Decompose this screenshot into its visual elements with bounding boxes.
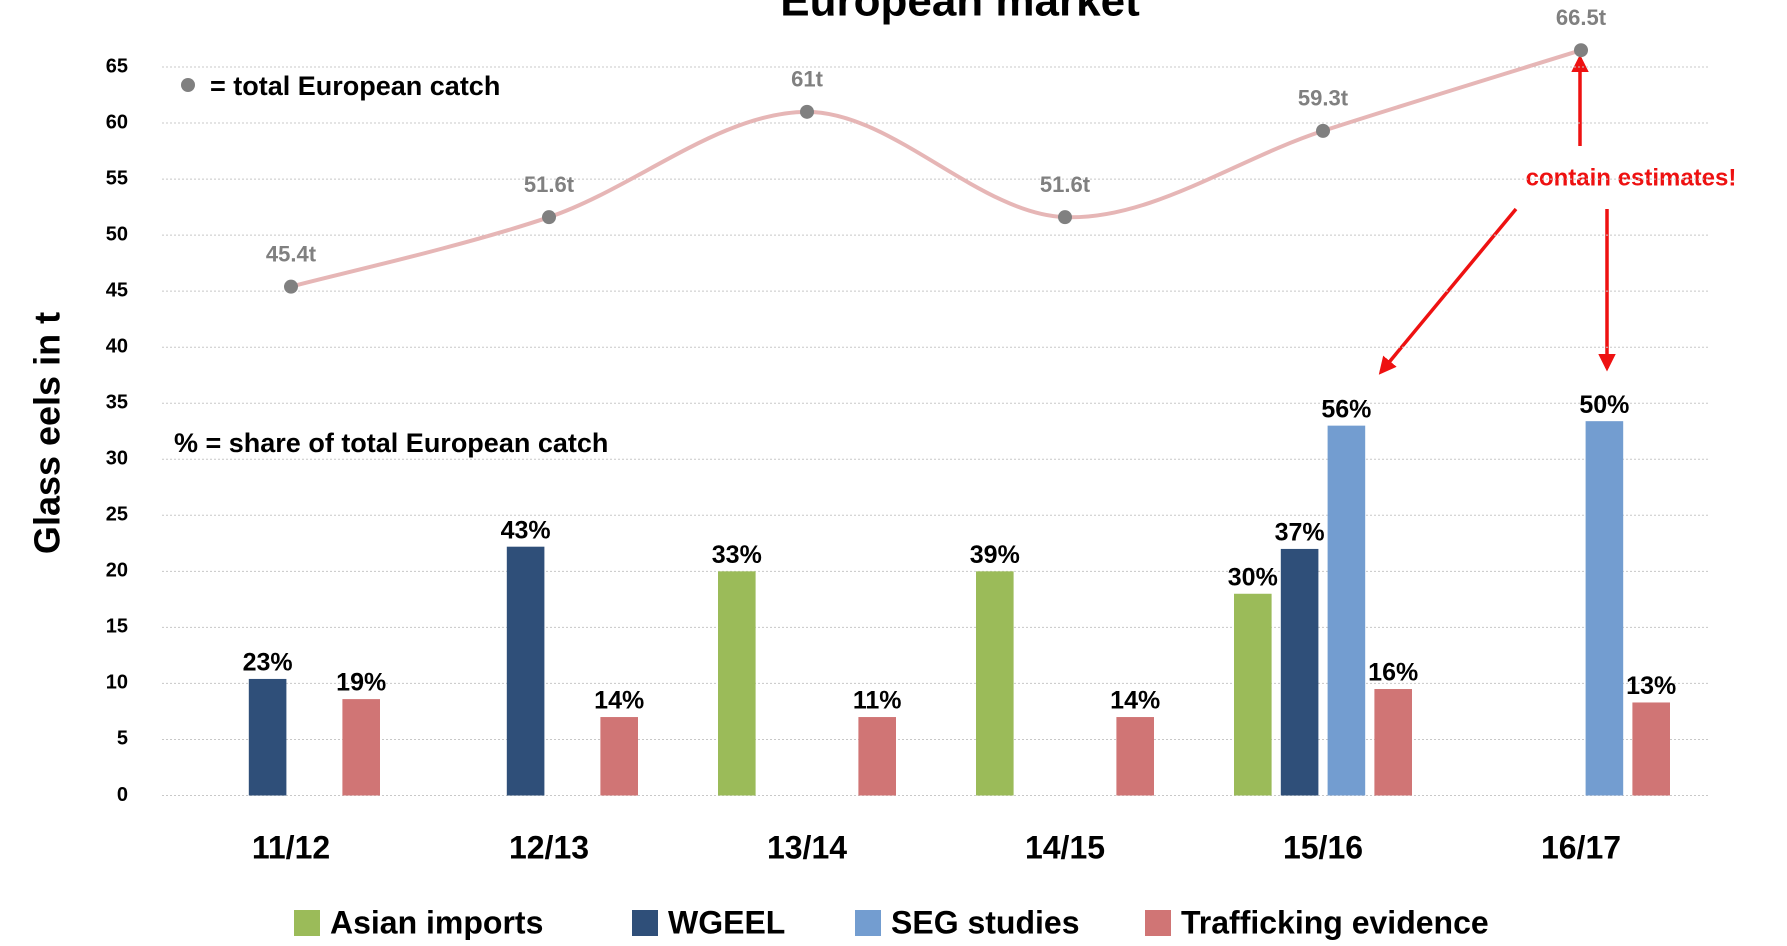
y-tick-label: 10 <box>106 672 128 694</box>
x-tick-label: 16/17 <box>1541 829 1621 865</box>
bar <box>1374 689 1412 796</box>
line-label: 45.4t <box>266 241 317 266</box>
legend-swatch <box>632 910 658 936</box>
line-marker <box>1058 210 1072 225</box>
line-marker <box>1574 43 1588 58</box>
annotation-arrows <box>1378 54 1616 375</box>
bar <box>976 571 1014 796</box>
bar-label: 14% <box>594 687 644 715</box>
bar <box>1234 593 1272 796</box>
line-marker <box>800 104 814 119</box>
line-label: 51.6t <box>1040 172 1091 197</box>
bar-label: 13% <box>1626 672 1676 700</box>
bar-label: 14% <box>1110 687 1160 715</box>
bar <box>718 571 756 796</box>
bar-label: 30% <box>1228 563 1278 591</box>
bar-label: 11% <box>853 687 902 715</box>
line-marker <box>542 210 556 225</box>
bar-label: 37% <box>1275 519 1325 547</box>
legend-label: WGEEL <box>668 904 785 940</box>
annotation: = total European catch <box>210 71 500 101</box>
bar <box>1585 421 1624 796</box>
bar <box>506 546 545 796</box>
y-tick-label: 35 <box>106 392 128 414</box>
legend-label: Trafficking evidence <box>1181 904 1489 940</box>
legend-swatch <box>855 910 881 936</box>
y-tick-label: 50 <box>106 223 128 245</box>
x-tick-label: 12/13 <box>509 829 589 865</box>
line-label: 59.3t <box>1298 86 1349 111</box>
bar <box>1632 702 1670 796</box>
y-tick-label: 60 <box>106 111 128 133</box>
bar <box>1116 717 1154 796</box>
y-axis-label: Glass eels in t <box>27 312 68 554</box>
line-label: 61t <box>791 67 823 92</box>
bar-label: 23% <box>243 649 293 677</box>
bar-label: 33% <box>712 541 762 569</box>
bar-label: 19% <box>336 669 386 697</box>
legend-swatch <box>294 910 320 936</box>
x-tick-label: 11/12 <box>252 829 330 865</box>
y-tick-label: 55 <box>106 167 128 189</box>
legend-swatch <box>1145 910 1171 936</box>
arrow <box>1378 207 1518 375</box>
y-tick-label: 5 <box>117 728 128 750</box>
bar-label: 39% <box>970 541 1020 569</box>
bar-label: 16% <box>1368 659 1418 687</box>
annotation: % = share of total European catch <box>174 428 608 458</box>
y-tick-label: 30 <box>106 448 128 470</box>
y-tick-label: 25 <box>106 504 128 526</box>
line-marker <box>1316 123 1330 138</box>
y-tick-label: 15 <box>106 616 128 638</box>
legend-marker <box>181 78 195 92</box>
bar <box>342 699 380 796</box>
x-tick-label: 13/14 <box>767 829 847 865</box>
line-label: 51.6t <box>524 172 575 197</box>
line-marker <box>284 279 298 294</box>
x-tick-label: 15/16 <box>1283 829 1363 865</box>
bar <box>858 717 896 796</box>
y-tick-label: 65 <box>106 55 128 77</box>
y-tick-label: 0 <box>117 784 128 806</box>
line <box>290 48 1582 289</box>
line-label: 66.5t <box>1556 5 1607 30</box>
bar-label: 50% <box>1579 391 1629 419</box>
chart-title: European market <box>780 0 1140 26</box>
bar <box>600 717 638 796</box>
y-tick-label: 45 <box>106 279 128 301</box>
bar-label: 56% <box>1321 395 1371 423</box>
bar-label: 43% <box>501 516 551 544</box>
annotation: contain estimates! <box>1526 164 1737 191</box>
legend-label: Asian imports <box>330 904 543 940</box>
x-tick-label: 14/15 <box>1025 829 1105 865</box>
bar <box>248 678 287 796</box>
y-tick-label: 20 <box>106 560 128 582</box>
y-tick-label: 40 <box>106 335 128 357</box>
bar <box>1327 425 1366 796</box>
legend-label: SEG studies <box>891 904 1080 940</box>
bar <box>1280 548 1319 796</box>
